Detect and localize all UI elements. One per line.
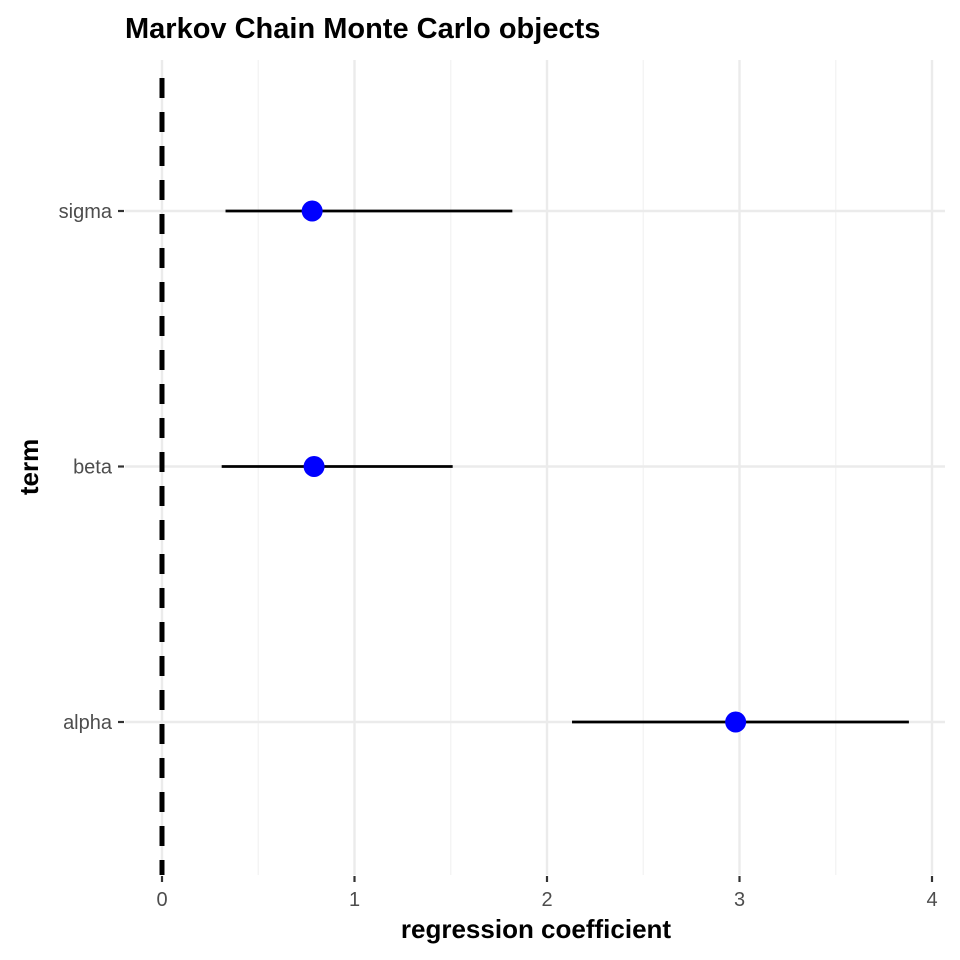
x-tick-label-2: 2 [541, 889, 552, 911]
chart-title: Markov Chain Monte Carlo objects [125, 13, 600, 45]
y-axis-title: term [14, 439, 44, 495]
y-axis: alpha beta sigma [59, 201, 124, 734]
y-tick-label-sigma: sigma [59, 201, 113, 223]
x-tick-label-0: 0 [156, 889, 167, 911]
estimate-point-sigma [301, 200, 323, 222]
x-tick-label-1: 1 [349, 889, 360, 911]
x-axis-title: regression coefficient [401, 914, 672, 944]
estimate-points [301, 200, 747, 733]
x-tick-label-3: 3 [734, 889, 745, 911]
estimate-point-beta [303, 456, 325, 477]
y-tick-label-alpha: alpha [63, 712, 113, 734]
y-tick-label-beta: beta [73, 457, 113, 479]
estimate-point-alpha [725, 711, 747, 733]
x-axis: 0 1 2 3 4 [156, 876, 938, 911]
x-tick-label-4: 4 [926, 889, 937, 911]
